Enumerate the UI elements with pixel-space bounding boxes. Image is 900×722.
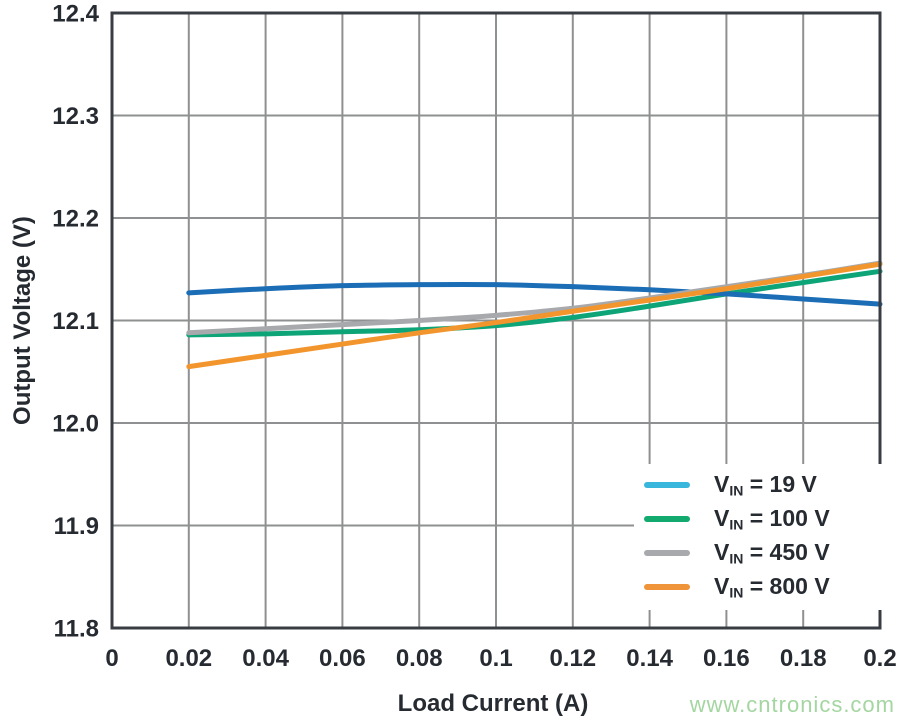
legend-swatch: [644, 482, 690, 488]
plot-border: [110, 11, 882, 630]
x-tick-label: 0.2: [863, 645, 896, 672]
legend-item: VIN = 19 V: [644, 468, 882, 502]
series-line-100v: [186, 268, 883, 338]
watermark: www.cntronics.com: [689, 692, 895, 717]
legend: VIN = 19 V VIN = 100 V VIN = 450 V VIN = 80…: [634, 464, 882, 610]
x-tick-label: 0.02: [165, 645, 212, 672]
x-tick-label: 0.18: [780, 645, 827, 672]
legend-label: VIN = 450 V: [714, 538, 830, 567]
legend-item: VIN = 100 V: [644, 502, 882, 536]
series-line-800v: [186, 261, 883, 370]
y-tick-label: 12.4: [52, 1, 99, 28]
legend-swatch: [644, 550, 690, 556]
x-tick-label: 0.1: [479, 645, 512, 672]
y-tick-label: 11.8: [54, 616, 99, 643]
y-axis-title: Output Voltage (V): [9, 216, 36, 425]
legend-label: VIN = 100 V: [714, 504, 830, 533]
data-lines: [186, 260, 883, 370]
y-tick-label: 12.2: [52, 206, 99, 233]
axes-frame: [110, 11, 882, 630]
legend-item: VIN = 450 V: [644, 536, 882, 570]
legend-item: VIN = 800 V: [644, 570, 882, 604]
y-tick-label: 12.0: [52, 411, 99, 438]
x-tick-label: 0.06: [319, 645, 366, 672]
x-tick-label: 0.16: [703, 645, 750, 672]
legend-label: VIN = 800 V: [714, 572, 830, 601]
x-tick-label: 0.04: [242, 645, 289, 672]
x-tick-label: 0.08: [396, 645, 443, 672]
y-tick-label: 12.3: [52, 103, 99, 130]
y-tick-label: 11.9: [54, 513, 99, 540]
y-tick-label: 12.1: [52, 308, 99, 335]
legend-label: VIN = 19 V: [714, 470, 817, 499]
tick-labels: 11.8 11.9 12.0 12.1 12.2 12.3 12.4 0 0.02 0.04 0.0…: [52, 1, 896, 673]
x-tick-label: 0.14: [626, 645, 673, 672]
series-line-19v: [186, 281, 883, 307]
legend-swatch: [644, 516, 690, 522]
x-tick-label: 0.12: [549, 645, 596, 672]
legend-swatch: [644, 584, 690, 590]
x-axis-title: Load Current (A): [398, 690, 589, 717]
x-tick-label: 0: [105, 645, 118, 672]
